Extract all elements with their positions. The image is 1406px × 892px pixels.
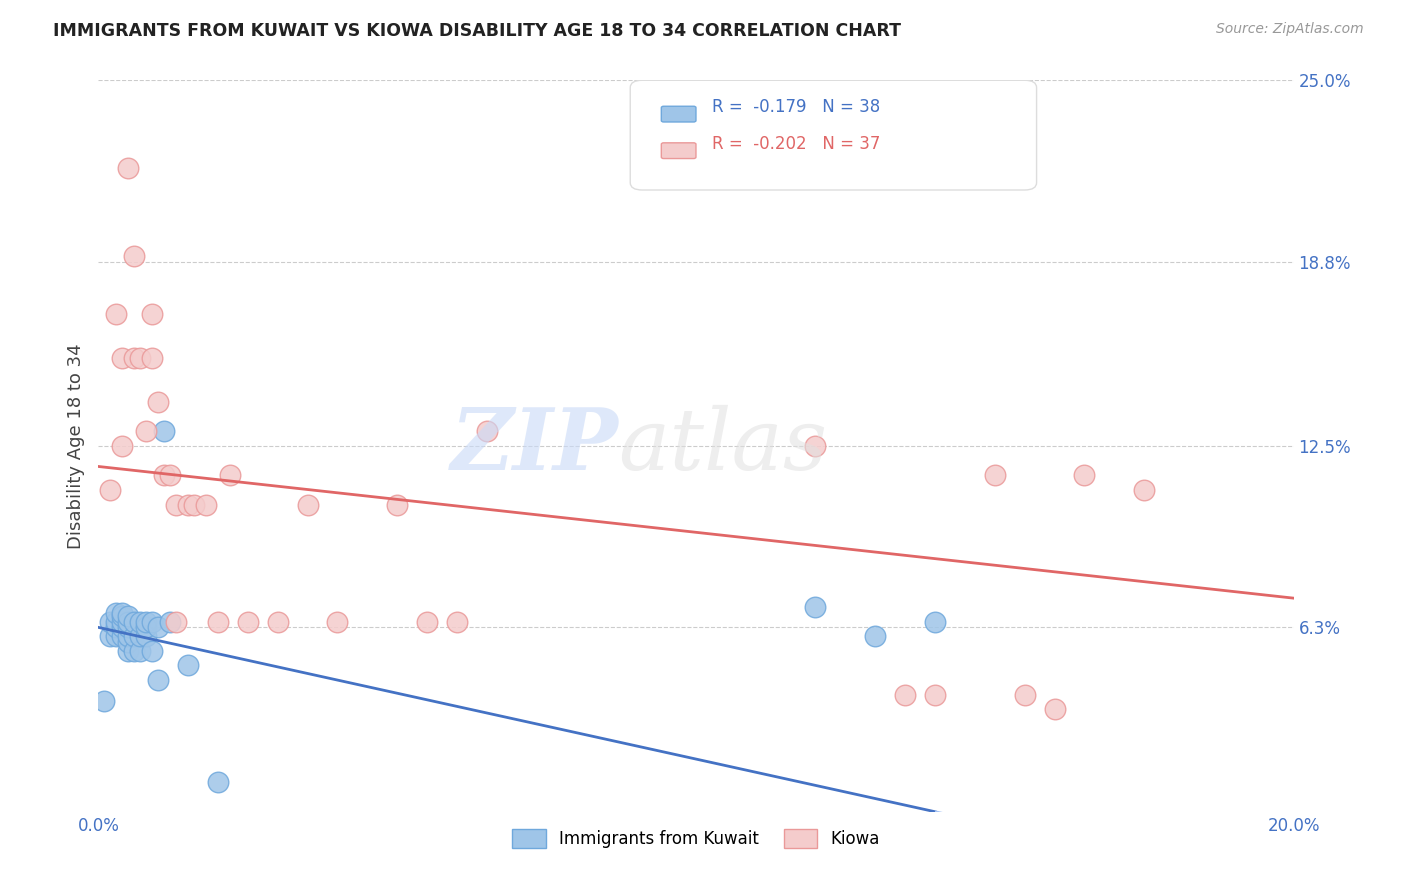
Text: atlas: atlas <box>619 405 827 487</box>
Point <box>141 644 163 658</box>
Point <box>135 425 157 439</box>
Point <box>105 606 128 620</box>
Point <box>105 629 128 643</box>
Point <box>124 629 146 643</box>
Point <box>207 775 229 789</box>
Point <box>984 468 1007 483</box>
Point <box>165 498 187 512</box>
FancyBboxPatch shape <box>630 80 1036 190</box>
Point <box>141 351 163 366</box>
Text: IMMIGRANTS FROM KUWAIT VS KIOWA DISABILITY AGE 18 TO 34 CORRELATION CHART: IMMIGRANTS FROM KUWAIT VS KIOWA DISABILI… <box>53 22 901 40</box>
Point <box>124 615 146 629</box>
Point <box>111 439 134 453</box>
Point <box>183 498 205 512</box>
Point <box>98 615 122 629</box>
Point <box>135 615 157 629</box>
Point <box>1043 702 1066 716</box>
Point <box>117 635 139 649</box>
Point <box>105 620 128 634</box>
Point <box>148 395 170 409</box>
Point <box>135 620 157 634</box>
Text: Source: ZipAtlas.com: Source: ZipAtlas.com <box>1216 22 1364 37</box>
Text: ZIP: ZIP <box>450 404 619 488</box>
FancyBboxPatch shape <box>661 143 696 159</box>
Point <box>111 620 134 634</box>
Point <box>124 249 146 263</box>
Point <box>111 608 134 623</box>
Point <box>1014 688 1036 702</box>
Text: R =  -0.179   N = 38: R = -0.179 N = 38 <box>711 98 880 116</box>
Point <box>385 498 409 512</box>
Point <box>924 688 946 702</box>
Point <box>416 615 439 629</box>
Point <box>98 629 122 643</box>
Point <box>326 615 349 629</box>
Point <box>219 468 242 483</box>
Point <box>894 688 917 702</box>
Point <box>153 425 176 439</box>
Point <box>129 629 152 643</box>
Point <box>117 161 139 175</box>
Point <box>141 615 163 629</box>
Point <box>195 498 218 512</box>
Point <box>924 615 946 629</box>
Point <box>105 307 128 321</box>
Point <box>111 606 134 620</box>
Point <box>129 644 152 658</box>
Point <box>165 615 187 629</box>
Point <box>124 351 146 366</box>
Point <box>117 620 139 634</box>
Point <box>117 608 139 623</box>
Point <box>177 498 200 512</box>
Point <box>804 439 827 453</box>
Point <box>446 615 468 629</box>
Point <box>111 629 134 643</box>
Point <box>105 615 128 629</box>
Point <box>129 615 152 629</box>
Point <box>236 615 259 629</box>
Point <box>153 468 176 483</box>
Point <box>865 629 887 643</box>
Point <box>129 351 152 366</box>
Point <box>117 615 139 629</box>
Point <box>111 351 134 366</box>
Point <box>297 498 319 512</box>
Point <box>93 693 115 707</box>
Point <box>159 615 181 629</box>
Point <box>98 483 122 497</box>
Point <box>135 629 157 643</box>
FancyBboxPatch shape <box>661 106 696 122</box>
Point <box>177 658 200 673</box>
Point <box>804 599 827 614</box>
Point <box>117 644 139 658</box>
Point <box>148 620 170 634</box>
Point <box>475 425 498 439</box>
Text: R =  -0.202   N = 37: R = -0.202 N = 37 <box>711 135 880 153</box>
Point <box>1073 468 1095 483</box>
Point <box>159 468 181 483</box>
Legend: Immigrants from Kuwait, Kiowa: Immigrants from Kuwait, Kiowa <box>506 822 886 855</box>
Point <box>1133 483 1156 497</box>
Point <box>267 615 290 629</box>
Point <box>124 644 146 658</box>
Point <box>111 615 134 629</box>
Point <box>141 307 163 321</box>
Point <box>117 629 139 643</box>
Point <box>207 615 229 629</box>
Point <box>148 673 170 687</box>
Y-axis label: Disability Age 18 to 34: Disability Age 18 to 34 <box>66 343 84 549</box>
